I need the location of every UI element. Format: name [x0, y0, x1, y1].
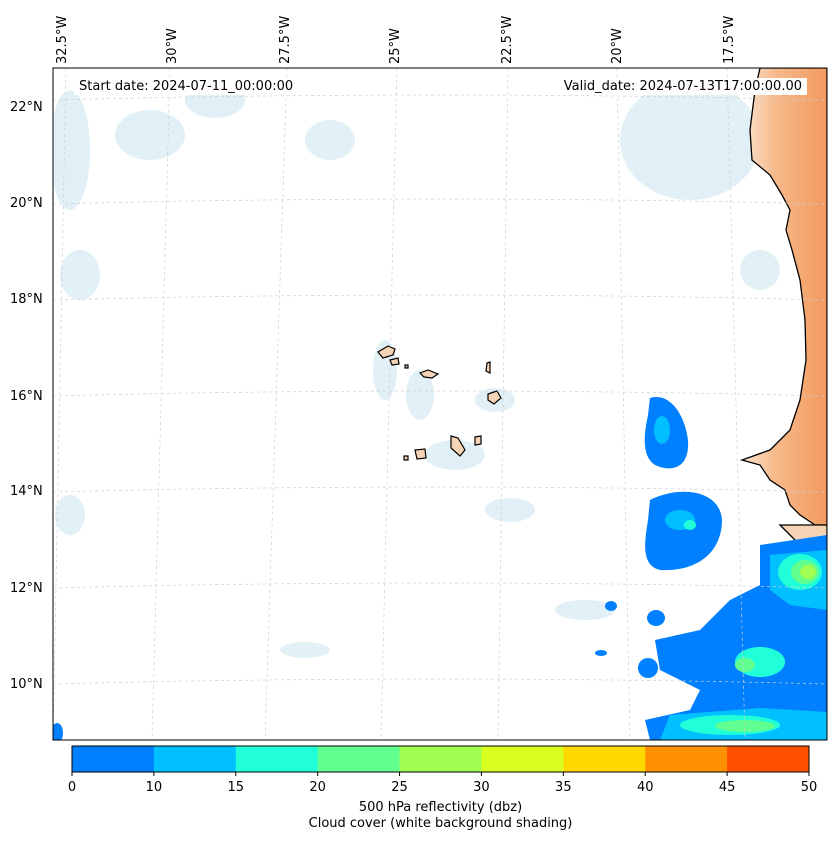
- lat-label: 12°N: [10, 581, 43, 596]
- maio-island: [474, 435, 482, 446]
- colorbar-tick-label: 20: [309, 780, 326, 795]
- colorbar-tick-label: 35: [555, 780, 572, 795]
- sao-vicente-island: [389, 357, 400, 366]
- santiago-island: [450, 435, 466, 457]
- colorbar-title-line1: 500 hPa reflectivity (dbz): [358, 800, 523, 815]
- colorbar-tick-label: 15: [228, 780, 245, 795]
- lon-label: 27.5°W: [278, 16, 293, 64]
- colorbar-tick-label: 10: [146, 780, 163, 795]
- lon-label: 17.5°W: [722, 16, 737, 64]
- colorbar-frame: [71, 745, 810, 773]
- colorbar-segment: [317, 746, 401, 772]
- colorbar-title-line2: Cloud cover (white background shading): [308, 816, 573, 831]
- lon-label: 32.5°W: [55, 16, 70, 64]
- colorbar-segment: [153, 746, 237, 772]
- cape-verde-islands: [377, 345, 502, 461]
- lon-label: 30°W: [165, 28, 180, 64]
- valid-date-label: Valid_date: 2024-07-13T17:00:00.00: [558, 78, 807, 95]
- lon-label: 20°W: [610, 28, 625, 64]
- lat-label: 20°N: [10, 196, 43, 211]
- africa-landmass: [739, 68, 827, 526]
- lat-label: 16°N: [10, 389, 43, 404]
- colorbar-title: 500 hPa reflectivity (dbz) Cloud cover (…: [72, 800, 809, 832]
- colorbar-segment: [72, 746, 155, 772]
- cloud-cover-shading: [53, 80, 780, 658]
- colorbar-segment: [645, 746, 728, 772]
- lat-label: 10°N: [10, 677, 43, 692]
- fogo-island: [414, 448, 427, 460]
- colorbar: 0 10 15 20 25 30 35 40 45 50: [68, 745, 818, 795]
- lat-label: 14°N: [10, 484, 43, 499]
- colorbar-segment: [481, 746, 564, 772]
- lon-label: 22.5°W: [500, 16, 515, 64]
- lon-label: 25°W: [388, 28, 403, 64]
- reflectivity-field: [53, 397, 827, 740]
- colorbar-segment: [235, 746, 319, 772]
- longitude-labels: 32.5°W 30°W 27.5°W 25°W 22.5°W 20°W 17.5…: [55, 16, 737, 64]
- colorbar-tick-label: 45: [719, 780, 736, 795]
- colorbar-tick-label: 25: [391, 780, 408, 795]
- colorbar-segment: [399, 746, 482, 772]
- lat-label: 22°N: [10, 100, 43, 115]
- graticule: [52, 67, 828, 741]
- start-date-label: Start date: 2024-07-11_00:00:00: [74, 78, 299, 95]
- latitude-labels: 22°N 20°N 18°N 16°N 14°N 12°N 10°N: [10, 100, 43, 692]
- colorbar-segment: [563, 746, 646, 772]
- colorbar-tick-label: 30: [473, 780, 490, 795]
- brava-island: [403, 455, 409, 461]
- lat-label: 18°N: [10, 292, 43, 307]
- santa-luzia-island: [404, 364, 409, 369]
- boa-vista-island: [487, 390, 502, 405]
- colorbar-tick-label: 0: [68, 780, 76, 795]
- sal-island: [485, 361, 491, 374]
- sao-nicolau-island: [418, 369, 440, 379]
- colorbar-tick-label: 40: [637, 780, 654, 795]
- colorbar-segment: [727, 746, 810, 772]
- colorbar-tick-label: 50: [801, 780, 818, 795]
- map-frame: [52, 67, 828, 741]
- santo-antao-island: [377, 345, 396, 359]
